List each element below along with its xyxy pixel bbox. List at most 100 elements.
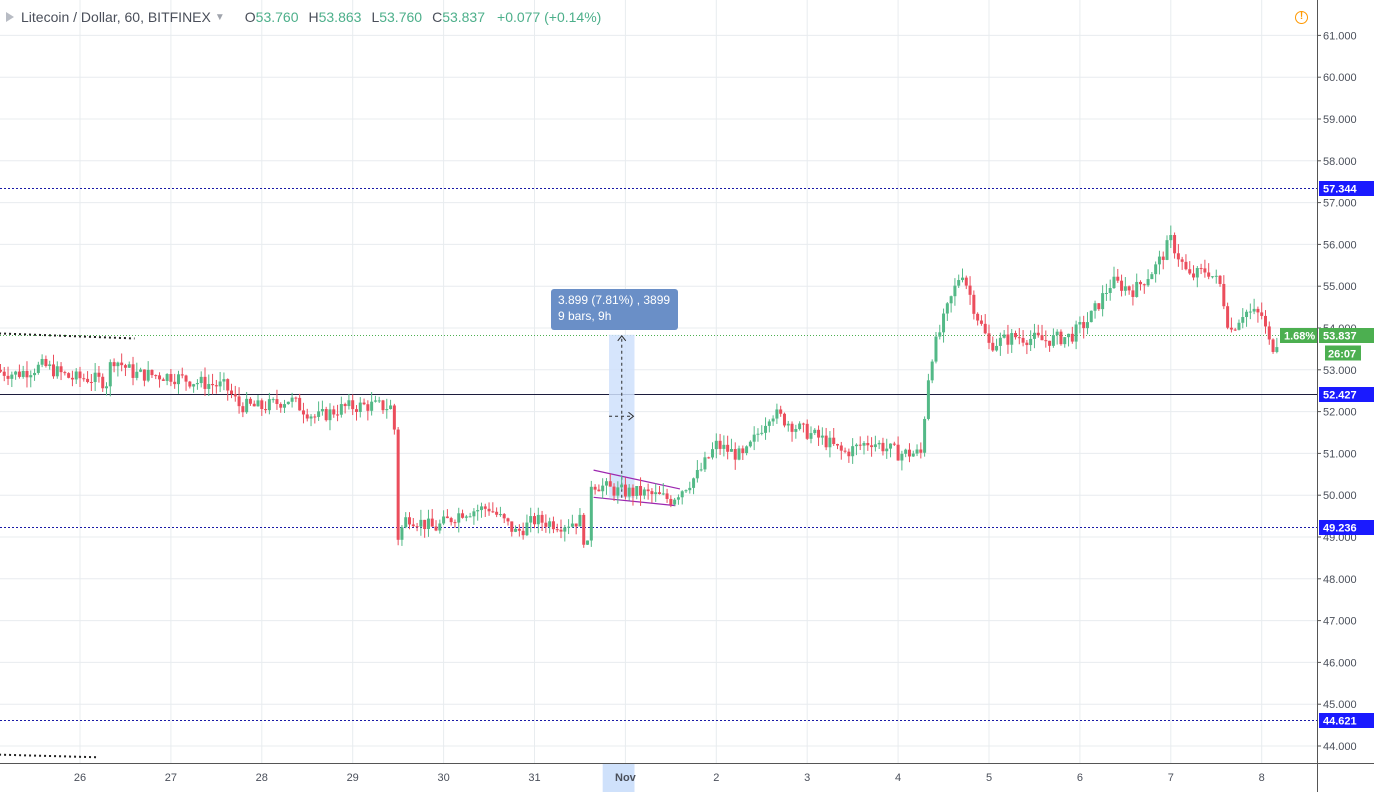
candle-up [256, 400, 260, 407]
price-tick-label: 57.000 [1323, 198, 1357, 210]
candle-up [934, 336, 938, 362]
level-badge [1319, 387, 1374, 402]
candle-up [1165, 240, 1169, 260]
percent-badge [1280, 328, 1317, 343]
candle-up [468, 516, 472, 518]
candle-down [366, 404, 370, 411]
candle-up [127, 364, 131, 368]
candle-up [798, 423, 802, 430]
candle-down [533, 516, 536, 525]
price-tick-label: 47.000 [1323, 616, 1357, 628]
price-tick-label: 48.000 [1323, 574, 1357, 586]
collapse-icon[interactable] [6, 11, 16, 23]
candle-up [1063, 337, 1067, 345]
price-tick-label: 58.000 [1323, 156, 1357, 168]
candle-up [809, 433, 813, 439]
candle-down [991, 342, 995, 351]
candle-up [889, 443, 893, 449]
candles [0, 225, 1279, 548]
candle-down [1218, 275, 1222, 284]
candle-up [370, 401, 374, 411]
candle-down [131, 364, 135, 378]
candle-down [1184, 261, 1188, 270]
candle-down [415, 526, 419, 528]
measure-change: 3.899 (7.81%) , 3899 [558, 293, 671, 307]
time-tick-label: 29 [347, 772, 359, 784]
level-badge-label: 44.621 [1323, 716, 1357, 728]
candle-down [1040, 335, 1044, 341]
price-tick-label: 55.000 [1323, 281, 1357, 293]
candle-down [279, 403, 283, 408]
candle-up [135, 371, 139, 378]
candle-up [1055, 331, 1059, 336]
candle-up [347, 400, 351, 407]
time-axis: 26 27 28 29 30 31 Nov 2 3 4 5 6 7 8 [0, 763, 1374, 792]
candle-down [252, 403, 256, 407]
candle-down [1176, 253, 1180, 260]
candle-up [942, 313, 946, 333]
candle-up [745, 446, 749, 454]
candle-up [661, 493, 665, 495]
candle-up [548, 521, 552, 527]
candle-up [1135, 281, 1139, 297]
candle-up [786, 423, 790, 426]
last-price-badge-label: 53.837 [1323, 331, 1357, 343]
candle-up [1078, 322, 1082, 325]
candle-down [301, 410, 305, 415]
candle-up [525, 522, 529, 536]
candle-up [900, 453, 904, 461]
time-tick-label: 27 [165, 772, 177, 784]
candle-down [574, 523, 578, 527]
candle-down [173, 381, 177, 385]
candle-up [457, 513, 461, 523]
measure-arrow-up [617, 335, 627, 342]
candle-up [904, 449, 908, 454]
candle-up [286, 401, 290, 405]
candle-down [1260, 312, 1264, 316]
candle-down [1203, 268, 1207, 273]
candle-down [847, 451, 851, 457]
candle-down [1116, 276, 1120, 281]
warning-icon[interactable] [1295, 10, 1308, 24]
candle-down [858, 444, 862, 446]
price-tick-label: 46.000 [1323, 657, 1357, 669]
low-value: 53.760 [379, 9, 423, 25]
candle-up [36, 364, 40, 373]
candle-down [483, 506, 487, 509]
candle-down [1025, 342, 1029, 346]
candle-up [1154, 264, 1158, 275]
candle-up [873, 444, 877, 448]
candle-down [78, 371, 82, 379]
chevron-down-icon[interactable]: ▼ [214, 11, 225, 23]
candle-down [1233, 329, 1237, 331]
candle-down [381, 400, 385, 411]
candle-down [408, 517, 412, 525]
candle-up [627, 487, 631, 497]
candle-down [964, 277, 968, 286]
candle-up [1085, 322, 1089, 329]
candle-up [108, 362, 112, 387]
candle-up [1051, 335, 1055, 346]
candle-up [673, 499, 677, 505]
candle-up [536, 514, 540, 525]
candle-down [336, 414, 340, 416]
candle-up [1112, 276, 1116, 289]
candle-up [320, 409, 324, 412]
candle-down [161, 379, 165, 381]
candle-down [987, 333, 991, 343]
candle-up [737, 448, 741, 460]
candle-up [498, 514, 502, 516]
candle-down [1097, 303, 1101, 310]
symbol-title[interactable]: Litecoin / Dollar, 60, BITFINEX [21, 9, 211, 25]
price-tick-label: 51.000 [1323, 448, 1357, 460]
candle-down [866, 443, 870, 446]
candle-up [116, 362, 120, 367]
time-tick-label: 28 [256, 772, 268, 784]
candle-down [972, 294, 976, 314]
candle-up [828, 437, 832, 448]
candle-down [275, 399, 279, 404]
open-label: O [244, 9, 256, 25]
percent-badge-label: 1.68% [1284, 331, 1315, 343]
candle-down [639, 486, 643, 496]
